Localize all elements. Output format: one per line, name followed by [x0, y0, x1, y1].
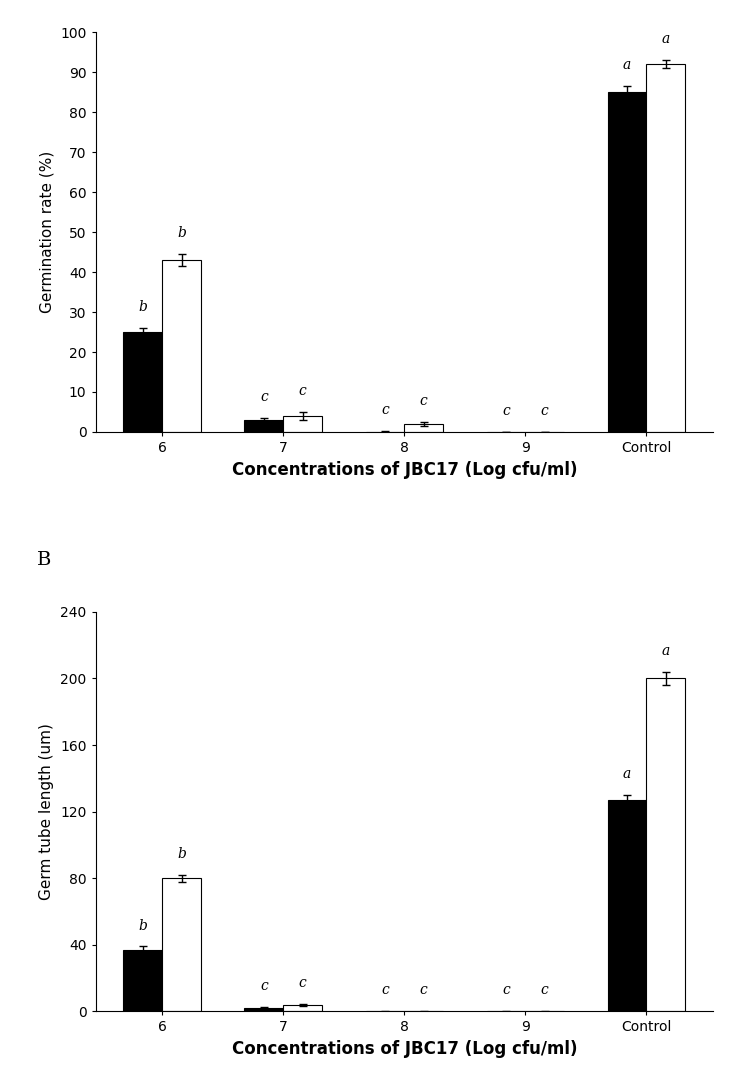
Bar — [245, 1008, 283, 1011]
Bar — [646, 678, 685, 1011]
Text: b: b — [138, 919, 147, 933]
Text: B: B — [37, 551, 51, 569]
Bar — [646, 65, 685, 431]
Text: c: c — [541, 404, 548, 417]
Text: c: c — [298, 384, 306, 398]
Text: a: a — [662, 643, 670, 657]
Text: c: c — [381, 404, 389, 417]
Bar — [162, 260, 201, 431]
Text: c: c — [260, 979, 268, 993]
Bar — [608, 93, 646, 431]
Bar — [283, 1005, 322, 1011]
Bar — [162, 878, 201, 1011]
X-axis label: Concentrations of JBC17 (Log cfu/ml): Concentrations of JBC17 (Log cfu/ml) — [232, 461, 577, 479]
Text: c: c — [381, 983, 389, 997]
Bar — [123, 950, 162, 1011]
Text: c: c — [502, 404, 510, 417]
Bar — [123, 332, 162, 431]
Y-axis label: Germination rate (%): Germination rate (%) — [40, 151, 54, 313]
Text: c: c — [502, 983, 510, 997]
Text: a: a — [662, 32, 670, 46]
Text: c: c — [260, 390, 268, 404]
Text: b: b — [177, 226, 186, 240]
Text: a: a — [623, 767, 631, 781]
Text: c: c — [420, 983, 428, 997]
Bar — [608, 799, 646, 1011]
Y-axis label: Germ tube length (um): Germ tube length (um) — [40, 723, 54, 900]
Text: c: c — [420, 394, 428, 408]
Bar — [404, 424, 443, 431]
Text: b: b — [138, 300, 147, 314]
Text: c: c — [541, 983, 548, 997]
Text: a: a — [623, 58, 631, 72]
Text: c: c — [298, 976, 306, 990]
Text: b: b — [177, 847, 186, 861]
X-axis label: Concentrations of JBC17 (Log cfu/ml): Concentrations of JBC17 (Log cfu/ml) — [232, 1040, 577, 1058]
Bar — [283, 416, 322, 431]
Bar — [245, 420, 283, 431]
